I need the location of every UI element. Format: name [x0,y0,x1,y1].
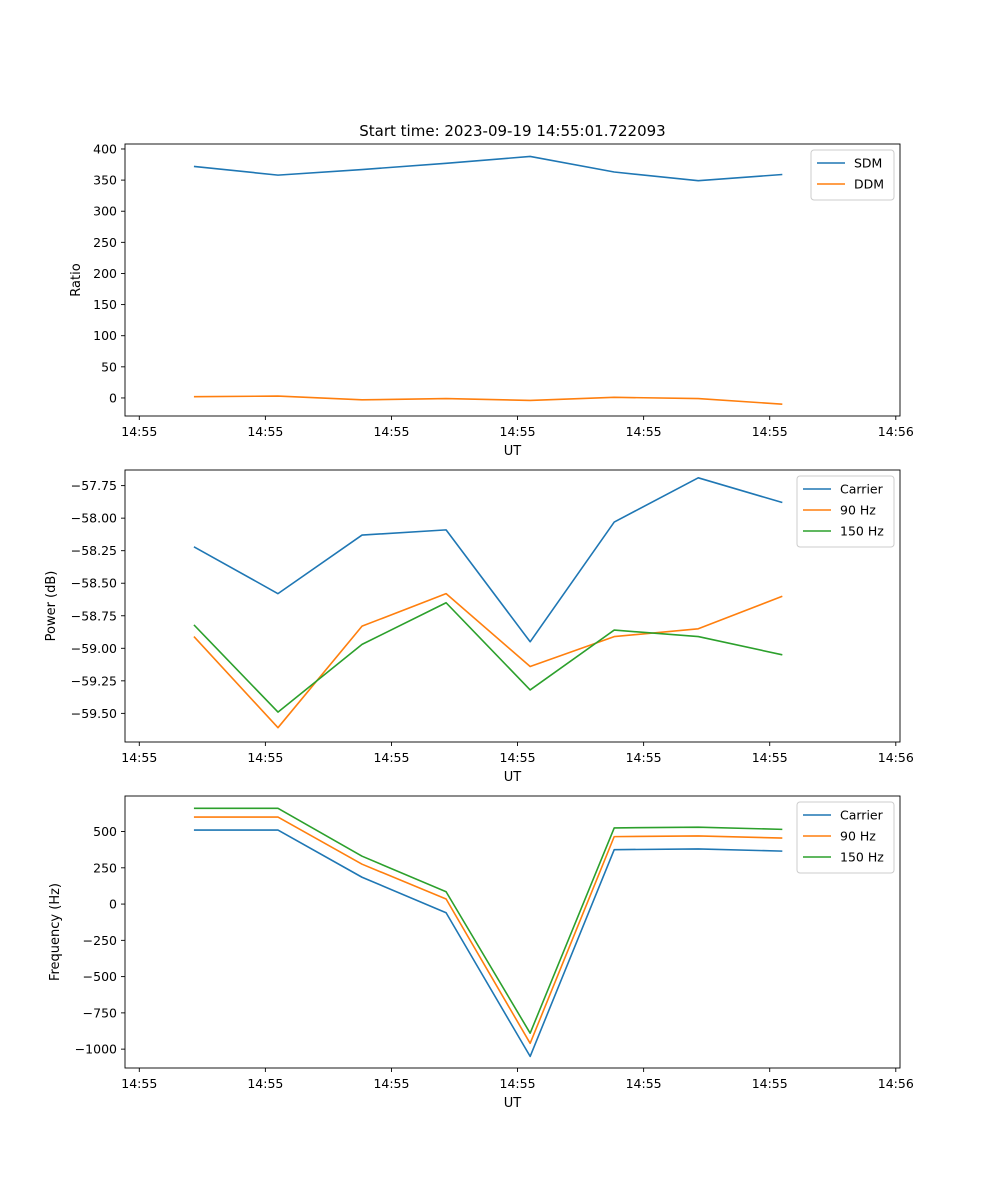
y-tick-label: 300 [93,204,117,219]
x-tick-label: 14:55 [121,750,157,765]
y-tick-label: 100 [93,328,117,343]
y-tick-label: 0 [109,390,117,405]
axes-frame [124,795,901,1069]
legend-label: SDM [854,156,882,171]
x-tick-label: 14:55 [121,1076,157,1091]
x-tick-label: 14:55 [500,1076,536,1091]
x-tick-label: 14:55 [626,424,662,439]
x-axis-label: UT [504,770,522,785]
x-tick-label: 14:56 [878,1076,914,1091]
legend: Carrier 90 Hz 150 Hz [796,475,895,548]
series-line-sdm [193,155,783,182]
panel-frequency: 14:55 14:55 14:55 14:55 14:55 14:55 14:56 UT −10… [48,795,914,1111]
y-tick-label: −58.75 [71,608,117,623]
y-tick-label: 500 [93,824,117,839]
y-tick-label: −59.50 [71,706,117,721]
x-tick-label: 14:55 [626,750,662,765]
y-tick-label: 250 [93,235,117,250]
legend-label: 150 Hz [840,524,884,539]
legend-box [796,475,895,548]
x-tick-label: 14:55 [373,424,409,439]
x-tick-label: 14:56 [878,750,914,765]
series-line-150-hz [193,601,783,713]
x-axis-label: UT [504,1096,522,1111]
x-tick-label: 14:55 [247,750,283,765]
legend-label: Carrier [840,808,884,823]
y-tick-label: 350 [93,173,117,188]
y-axis-label: Ratio [69,263,84,296]
y-tick-label: −59.00 [71,641,117,656]
y-tick-label: −750 [83,1005,117,1020]
x-tick-label: 14:55 [752,424,788,439]
legend-label: 90 Hz [840,503,876,518]
y-tick-label: −58.00 [71,511,117,526]
y-axis-label: Power (dB) [44,571,59,642]
y-tick-label: 400 [93,141,117,156]
y-tick-label: −250 [83,933,117,948]
x-tick-label: 14:55 [247,424,283,439]
y-tick-label: −58.50 [71,576,117,591]
y-tick-label: 200 [93,266,117,281]
y-tick-label: 50 [101,359,117,374]
x-tick-label: 14:55 [373,1076,409,1091]
axes-frame [124,469,901,743]
legend-box [796,801,895,874]
series-line-150-hz [193,807,783,1034]
panel-power: 14:55 14:55 14:55 14:55 14:55 14:55 14:56 UT −59… [44,469,914,785]
x-tick-label: 14:55 [500,424,536,439]
series-line-carrier [193,477,783,643]
y-tick-label: −1000 [75,1042,117,1057]
chart-title: Start time: 2023-09-19 14:55:01.722093 [359,122,665,140]
legend-label: Carrier [840,482,884,497]
legend: SDM DDM [810,149,895,201]
x-tick-label: 14:55 [752,1076,788,1091]
panel-ratio: Start time: 2023-09-19 14:55:01.722093 14… [69,122,914,459]
y-tick-label: 150 [93,297,117,312]
axes-frame [124,143,901,417]
legend-label: 90 Hz [840,829,876,844]
x-tick-label: 14:56 [878,424,914,439]
y-tick-label: 0 [109,897,117,912]
x-tick-label: 14:55 [373,750,409,765]
series-line-carrier [193,829,783,1058]
x-axis-label: UT [504,444,522,459]
legend-label: DDM [854,177,884,192]
y-tick-label: −57.75 [71,478,117,493]
series-line-90-hz [193,592,783,729]
x-tick-label: 14:55 [247,1076,283,1091]
y-tick-label: −58.25 [71,543,117,558]
y-tick-label: 250 [93,860,117,875]
series-line-ddm [193,395,783,405]
x-tick-label: 14:55 [121,424,157,439]
y-tick-label: −500 [83,969,117,984]
legend-label: 150 Hz [840,850,884,865]
series-line-90-hz [193,816,783,1045]
x-tick-label: 14:55 [500,750,536,765]
y-axis-label: Frequency (Hz) [48,883,63,981]
y-tick-label: −59.25 [71,673,117,688]
legend: Carrier 90 Hz 150 Hz [796,801,895,874]
x-tick-label: 14:55 [752,750,788,765]
x-tick-label: 14:55 [626,1076,662,1091]
